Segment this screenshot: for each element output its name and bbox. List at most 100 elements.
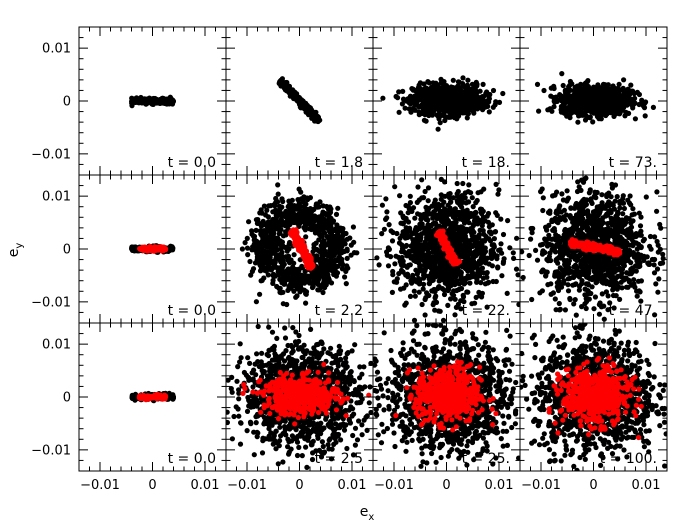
black-point: [343, 281, 349, 287]
black-point: [301, 275, 307, 281]
black-point: [338, 238, 344, 244]
black-point: [414, 99, 420, 105]
panel-time-label: t = 2.2: [315, 303, 363, 319]
black-point: [333, 273, 339, 279]
black-point: [466, 182, 472, 188]
black-point: [420, 286, 426, 292]
black-point: [393, 93, 399, 100]
black-point: [551, 104, 557, 110]
black-point: [439, 112, 445, 118]
black-point: [447, 98, 453, 104]
black-point: [291, 206, 297, 212]
panel-r0c1: t = 1.8: [225, 26, 374, 176]
black-point: [486, 224, 492, 230]
black-point: [496, 99, 503, 105]
black-point: [443, 276, 450, 282]
black-point: [470, 108, 476, 115]
black-point: [589, 105, 595, 111]
black-point: [500, 260, 506, 266]
black-point: [265, 262, 272, 268]
panel-r0c3: t = 73.: [519, 26, 668, 176]
black-point: [253, 245, 259, 251]
black-point: [422, 312, 428, 318]
black-point: [614, 92, 621, 98]
black-point: [334, 241, 340, 247]
black-point: [263, 255, 269, 261]
black-point: [419, 177, 425, 183]
black-point: [611, 103, 617, 109]
black-point: [261, 243, 267, 249]
black-point: [265, 214, 271, 220]
black-point: [569, 107, 575, 113]
black-point: [351, 239, 357, 245]
black-point: [575, 119, 581, 125]
black-point: [450, 195, 456, 201]
black-point: [319, 219, 325, 225]
black-point: [426, 112, 432, 119]
black-point: [390, 229, 396, 236]
black-point: [558, 109, 565, 115]
black-point: [563, 98, 569, 105]
black-point: [447, 92, 453, 98]
black-point: [452, 214, 458, 220]
black-point: [480, 81, 486, 87]
black-point: [389, 289, 395, 295]
black-point: [384, 209, 390, 215]
black-point: [271, 260, 277, 266]
black-point: [267, 254, 273, 260]
black-point: [286, 198, 292, 204]
black-point: [611, 113, 617, 119]
black-point: [575, 83, 581, 90]
black-point: [599, 107, 605, 113]
black-point: [283, 254, 289, 260]
red-point: [290, 231, 296, 237]
black-point: [460, 75, 466, 81]
black-point: [462, 278, 468, 284]
black-point: [412, 215, 418, 221]
black-point: [456, 103, 462, 109]
black-point: [615, 106, 622, 112]
black-point: [299, 286, 305, 292]
black-point: [245, 252, 251, 258]
black-point: [298, 196, 304, 202]
black-point: [285, 211, 291, 217]
black-point: [607, 107, 614, 113]
black-point: [465, 84, 471, 90]
y-tick-label: −0.01: [31, 147, 71, 162]
black-point: [551, 85, 557, 92]
black-point: [330, 262, 336, 268]
black-point: [331, 252, 337, 258]
black-point: [277, 269, 283, 275]
black-point: [458, 306, 464, 312]
black-point: [576, 110, 582, 116]
black-point: [389, 238, 396, 244]
black-point: [438, 76, 444, 82]
black-point: [244, 245, 251, 251]
black-point: [415, 88, 421, 94]
red-point: [304, 254, 310, 261]
black-point: [342, 274, 348, 280]
black-point: [328, 234, 334, 241]
black-point: [579, 94, 585, 100]
black-point: [270, 271, 277, 277]
black-point: [341, 248, 347, 255]
black-point: [249, 231, 255, 237]
black-point: [280, 301, 286, 307]
black-point: [480, 107, 486, 113]
black-point: [582, 117, 589, 123]
black-point: [402, 105, 408, 111]
black-point: [384, 215, 390, 221]
black-point: [498, 216, 504, 222]
panel-r1c1: t = 2.2: [225, 174, 374, 324]
black-point: [495, 265, 501, 271]
black-point: [462, 190, 468, 196]
black-point: [246, 219, 252, 225]
black-point: [270, 209, 276, 215]
panel-points: [239, 182, 360, 308]
black-point: [583, 98, 590, 104]
black-point: [277, 241, 283, 247]
black-point: [312, 271, 318, 277]
black-point: [136, 100, 142, 106]
black-point: [134, 95, 140, 101]
